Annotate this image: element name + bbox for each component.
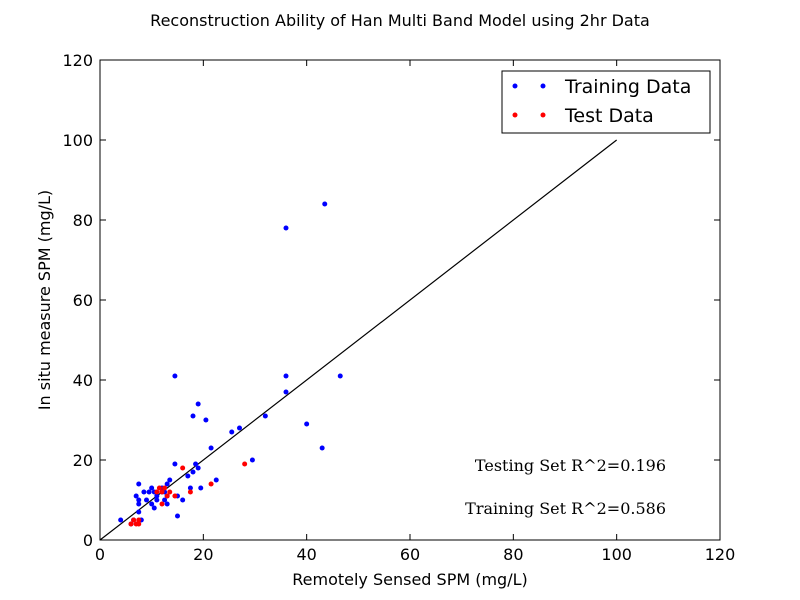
- plot-area: [99, 139, 618, 541]
- test-point: [154, 489, 160, 495]
- y-tick-label: 80: [73, 211, 93, 230]
- testing-r2-annotation: Testing Set R^2=0.196: [475, 456, 666, 475]
- training-point: [203, 417, 209, 423]
- training-point: [180, 497, 186, 503]
- series-0: [118, 201, 343, 527]
- test-point: [180, 465, 186, 471]
- training-point: [304, 421, 310, 427]
- axes: 0 20 40 60 80 100 120 0 20 40 60 80 100 120: [62, 51, 735, 564]
- training-point: [283, 389, 289, 395]
- x-axis-label: Remotely Sensed SPM (mg/L): [292, 570, 528, 589]
- y-tick-label: 100: [62, 131, 93, 150]
- training-point: [229, 429, 235, 435]
- reference-line: [99, 139, 618, 541]
- training-point: [136, 497, 142, 503]
- training-point: [172, 373, 178, 379]
- x-tick-label: 60: [400, 545, 420, 564]
- training-point: [167, 477, 173, 483]
- test-point: [242, 461, 248, 467]
- x-tick-label: 120: [705, 545, 736, 564]
- test-point: [156, 485, 162, 491]
- test-point: [128, 521, 134, 527]
- training-point: [185, 473, 191, 479]
- test-point: [159, 489, 165, 495]
- y-tick-label: 60: [73, 291, 93, 310]
- test-point: [164, 493, 170, 499]
- training-point: [337, 373, 343, 379]
- test-point: [159, 501, 165, 507]
- training-point: [187, 485, 193, 491]
- training-point: [175, 513, 180, 519]
- test-point: [136, 517, 142, 523]
- training-r2-annotation: Training Set R^2=0.586: [465, 499, 666, 518]
- training-point: [213, 477, 219, 483]
- training-point: [136, 509, 142, 515]
- legend-box: [501, 70, 711, 134]
- training-point: [172, 461, 178, 467]
- training-point: [208, 445, 214, 451]
- x-tick-label: 80: [503, 545, 523, 564]
- training-point: [164, 481, 170, 487]
- x-tick-label: 20: [193, 545, 213, 564]
- y-tick-label: 40: [73, 371, 93, 390]
- legend: Training Data Test Data: [501, 70, 711, 134]
- training-point: [154, 493, 160, 499]
- training-point: [249, 457, 255, 463]
- test-point: [136, 521, 142, 527]
- training-point: [195, 401, 201, 407]
- training-point: [151, 505, 157, 511]
- training-point: [136, 501, 142, 507]
- legend-marker-test-2: [540, 112, 546, 118]
- training-point: [149, 501, 155, 507]
- training-point: [237, 425, 242, 431]
- test-point: [167, 489, 173, 495]
- series-1: [128, 461, 248, 527]
- training-point: [164, 501, 170, 507]
- legend-marker-training-1: [512, 83, 518, 89]
- training-point: [283, 225, 289, 231]
- x-tick-label: 100: [601, 545, 632, 564]
- training-point: [322, 201, 328, 207]
- training-point: [154, 497, 160, 503]
- training-point: [144, 497, 149, 503]
- training-point: [190, 413, 196, 419]
- y-tick-label: 0: [83, 531, 93, 550]
- legend-label-test: Test Data: [564, 105, 654, 127]
- training-point: [133, 493, 139, 499]
- training-point: [136, 481, 142, 487]
- x-tick-label: 40: [296, 545, 316, 564]
- test-point: [208, 481, 214, 487]
- training-point: [195, 465, 201, 471]
- y-tick-label: 120: [62, 51, 93, 70]
- test-point: [172, 493, 178, 499]
- training-point: [283, 373, 289, 379]
- x-tick-label: 0: [95, 545, 105, 564]
- test-point: [162, 485, 168, 491]
- training-point: [198, 485, 204, 491]
- test-point: [131, 517, 137, 523]
- chart-title: Reconstruction Ability of Han Multi Band…: [150, 11, 650, 30]
- training-point: [319, 445, 325, 451]
- training-point: [141, 489, 147, 495]
- training-point: [149, 485, 155, 491]
- legend-marker-test-1: [512, 112, 518, 118]
- training-point: [190, 469, 196, 475]
- test-point: [187, 489, 193, 495]
- training-point: [118, 517, 124, 523]
- legend-label-training: Training Data: [564, 76, 691, 98]
- legend-marker-training-2: [540, 83, 546, 89]
- y-axis-label: In situ measure SPM (mg/L): [35, 190, 54, 410]
- training-point: [162, 497, 168, 503]
- training-point: [146, 489, 152, 495]
- training-point: [262, 413, 268, 419]
- training-point: [193, 461, 199, 467]
- y-tick-label: 20: [73, 451, 93, 470]
